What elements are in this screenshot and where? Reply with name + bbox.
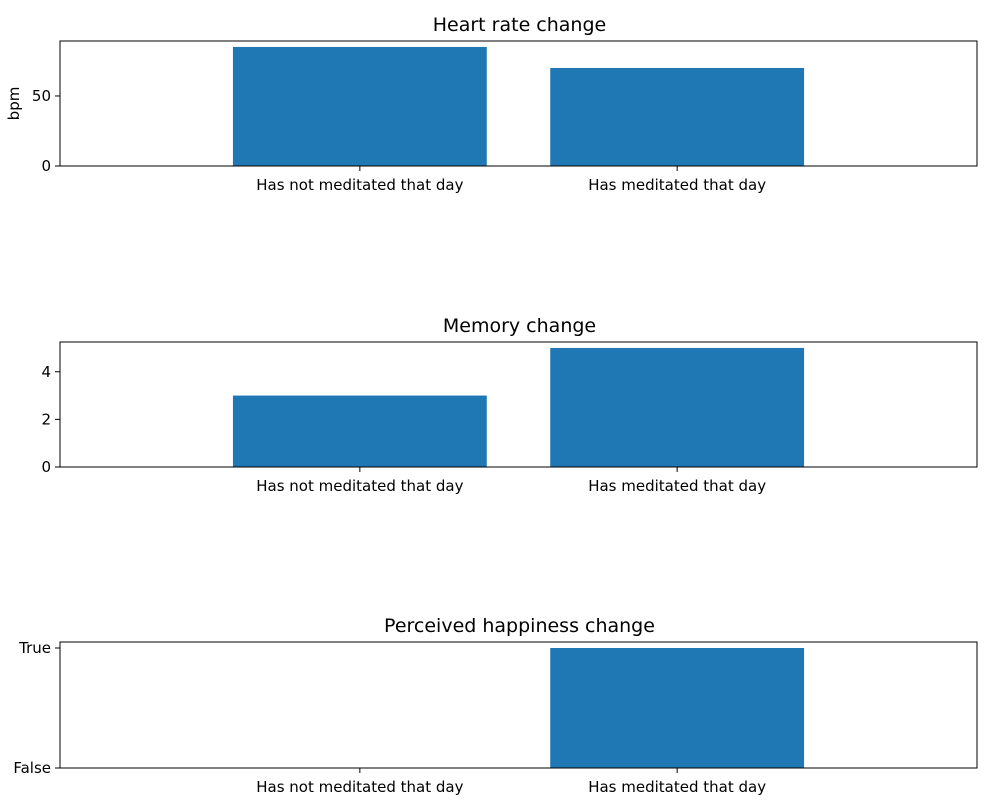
chart-panel-2: Memory change 0 2 4 Has not meditated that d…: [41, 315, 978, 495]
x-tick-label: Has meditated that day: [588, 778, 766, 796]
y-tick-label: 0: [41, 157, 51, 175]
bar: [232, 395, 487, 467]
y-tick-label: 50: [32, 87, 51, 105]
plot-frame: [59, 40, 978, 167]
x-tick-label: Has meditated that day: [588, 477, 766, 495]
bar: [550, 347, 805, 467]
chart-title: Perceived happiness change: [384, 615, 655, 637]
x-tick-label: Has not meditated that day: [256, 778, 463, 796]
plot-frame: [59, 641, 978, 769]
chart-title: Memory change: [443, 315, 596, 337]
y-tick-label: 4: [41, 363, 51, 381]
x-tick-label: Has not meditated that day: [256, 176, 463, 194]
chart-panel-3: Perceived happiness change False True Has n…: [13, 615, 978, 796]
x-tick-label: Has not meditated that day: [256, 477, 463, 495]
chart-title: Heart rate change: [433, 14, 606, 36]
x-tick-label: Has meditated that day: [588, 176, 766, 194]
y-tick-label: False: [13, 759, 51, 777]
y-axis-label: bpm: [5, 87, 23, 121]
bar: [550, 67, 805, 166]
bar: [232, 46, 487, 167]
chart-panel-1: Heart rate change 0 50 Has not meditated th…: [5, 14, 978, 194]
y-tick-label: 0: [41, 458, 51, 476]
y-tick-label: True: [18, 639, 51, 657]
plot-frame: [59, 341, 978, 468]
bar: [550, 648, 805, 768]
y-tick-label: 2: [41, 410, 51, 428]
